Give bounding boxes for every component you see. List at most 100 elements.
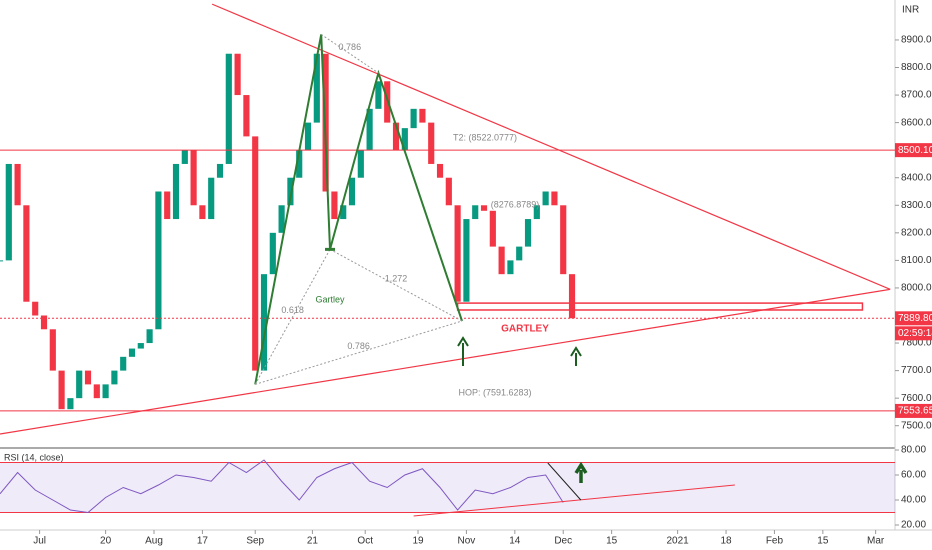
candle bbox=[392, 122, 400, 151]
x-tick-label: 15 bbox=[817, 536, 829, 547]
x-tick-label: 15 bbox=[606, 536, 618, 547]
candle bbox=[172, 163, 180, 220]
x-tick-label: 18 bbox=[720, 536, 732, 547]
candle bbox=[84, 370, 92, 385]
candle bbox=[304, 122, 312, 151]
level-tag bbox=[895, 403, 932, 418]
x-tick-label: Sep bbox=[246, 536, 264, 547]
x-tick-label: Aug bbox=[145, 536, 163, 547]
candle bbox=[260, 274, 268, 371]
candle bbox=[524, 219, 532, 247]
gartley-ratio-line bbox=[254, 249, 331, 385]
annotation: HOP: (7591.6283) bbox=[458, 387, 531, 397]
candle bbox=[146, 329, 153, 344]
level-label: 7889.80 bbox=[898, 313, 932, 324]
candle bbox=[436, 163, 444, 178]
x-tick-label: Oct bbox=[357, 536, 373, 547]
candle bbox=[454, 205, 461, 302]
candle bbox=[0, 260, 4, 262]
candle bbox=[128, 348, 136, 357]
candle bbox=[331, 191, 338, 220]
countdown-tag bbox=[895, 326, 932, 341]
candle bbox=[489, 210, 496, 247]
x-tick-label: Jul bbox=[33, 536, 46, 547]
candle bbox=[164, 191, 171, 220]
y-tick-label: 7800.00 bbox=[901, 338, 932, 349]
level-label: 7553.65 bbox=[898, 406, 932, 417]
candle bbox=[375, 81, 382, 109]
candle bbox=[278, 205, 285, 233]
candle bbox=[410, 108, 417, 129]
candle bbox=[14, 163, 21, 206]
candle bbox=[542, 191, 549, 206]
rsi-y-tick-label: 40.00 bbox=[901, 495, 926, 506]
candle bbox=[366, 108, 373, 151]
gartley-ratio-line bbox=[320, 34, 379, 74]
candle bbox=[340, 205, 347, 220]
y-tick-label: 7600.00 bbox=[901, 393, 932, 404]
rsi-trendline bbox=[547, 462, 582, 501]
candle bbox=[428, 122, 435, 164]
candle bbox=[120, 356, 127, 371]
rsi-y-tick-label: 20.00 bbox=[901, 520, 926, 531]
y-tick-label: 7500.00 bbox=[901, 420, 932, 431]
y-tick-label: 8700.00 bbox=[901, 90, 932, 101]
candle bbox=[181, 150, 188, 164]
candle bbox=[507, 260, 514, 275]
candle bbox=[190, 150, 197, 206]
y-tick-label: 7700.00 bbox=[901, 365, 932, 376]
rsi-y-tick-label: 80.00 bbox=[901, 445, 926, 456]
ratio-label: 0.786 bbox=[339, 42, 362, 52]
candle bbox=[551, 191, 558, 206]
candle bbox=[296, 150, 303, 178]
candle bbox=[76, 370, 83, 399]
y-tick-label: 8200.00 bbox=[901, 227, 932, 238]
candle bbox=[58, 370, 65, 410]
candle bbox=[225, 53, 232, 164]
y-tick-label: 8300.00 bbox=[901, 200, 932, 211]
x-tick-label: 19 bbox=[412, 536, 424, 547]
level-tag bbox=[895, 311, 932, 326]
candle bbox=[93, 384, 100, 399]
candle bbox=[155, 191, 162, 330]
annotation: (8276.8789) bbox=[491, 199, 540, 209]
candle bbox=[243, 95, 250, 137]
level-tag bbox=[895, 143, 932, 158]
countdown: 02:59:14 bbox=[898, 328, 932, 339]
candle bbox=[208, 177, 215, 220]
candle bbox=[560, 205, 567, 275]
candle bbox=[445, 177, 452, 206]
candle bbox=[216, 163, 224, 178]
trendline bbox=[0, 288, 891, 435]
rsi-y-tick-label: 60.00 bbox=[901, 470, 926, 481]
candle bbox=[234, 53, 241, 96]
y-tick-label: 8000.00 bbox=[901, 283, 932, 294]
x-tick-label: 20 bbox=[100, 536, 112, 547]
y-tick-label: 8100.00 bbox=[901, 255, 932, 266]
candle bbox=[357, 150, 364, 178]
candle bbox=[5, 163, 12, 261]
candle bbox=[49, 329, 56, 371]
candle bbox=[32, 301, 39, 316]
currency-label: INR bbox=[902, 5, 919, 16]
y-tick-label: 8400.00 bbox=[901, 172, 932, 183]
rsi-line bbox=[0, 459, 564, 514]
ratio-label: 0.786 bbox=[347, 341, 370, 351]
gartley-label: Gartley bbox=[315, 294, 345, 304]
candle bbox=[269, 232, 276, 275]
candle bbox=[419, 108, 426, 123]
x-tick-label: Mar bbox=[867, 536, 885, 547]
ratio-label: 0.618 bbox=[281, 305, 304, 315]
candle bbox=[533, 205, 540, 220]
candle bbox=[472, 205, 479, 220]
gartley-label-big: GARTLEY bbox=[501, 324, 549, 335]
x-tick-label: Dec bbox=[554, 536, 572, 547]
arrow-head bbox=[574, 461, 588, 474]
gartley-ratio-line bbox=[329, 248, 463, 322]
candle bbox=[498, 246, 505, 275]
arrow-head bbox=[457, 336, 469, 347]
candle bbox=[199, 205, 206, 220]
candle bbox=[480, 205, 488, 211]
